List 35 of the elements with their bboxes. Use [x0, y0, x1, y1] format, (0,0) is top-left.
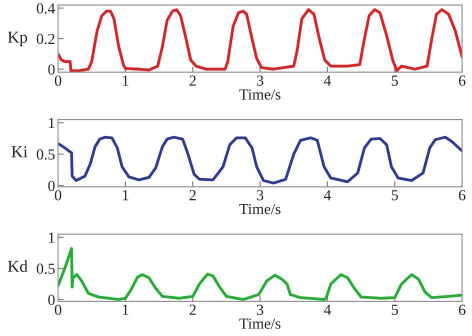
- x-tick-label: 6: [458, 76, 466, 86]
- x-axis-title: Time/s: [239, 318, 280, 329]
- y-axis-title: Kd: [8, 260, 28, 272]
- y-tick-label: 1: [48, 118, 54, 128]
- x-axis-title: Time/s: [239, 89, 280, 100]
- y-tick-label: 0.5: [36, 149, 55, 160]
- x-tick-label: 1: [122, 76, 128, 86]
- x-tick-label: 4: [324, 190, 331, 200]
- y-axis-title: Ki: [12, 146, 28, 158]
- x-tick-label: 5: [392, 304, 398, 315]
- x-tick-label: 6: [458, 304, 466, 315]
- y-tick-label: 0.2: [36, 34, 54, 44]
- x-axis-title: Time/s: [239, 204, 280, 214]
- y-tick-label: 0.5: [36, 264, 55, 274]
- x-tick-label: 2: [190, 190, 196, 200]
- x-tick-label: 1: [122, 190, 128, 200]
- x-tick-label: 5: [392, 76, 398, 86]
- y-tick-label: 1: [48, 232, 54, 243]
- line-series: [58, 8, 462, 72]
- x-tick-label: 1: [122, 304, 128, 315]
- x-tick-label: 3: [256, 304, 264, 315]
- x-tick-label: 6: [458, 190, 466, 200]
- y-tick-label: 0: [48, 64, 55, 75]
- x-tick-label: 2: [190, 76, 196, 86]
- x-tick-label: 2: [190, 304, 196, 315]
- line-series: [58, 136, 462, 184]
- x-tick-label: 4: [324, 304, 331, 315]
- x-tick-label: 3: [256, 190, 264, 200]
- x-tick-label: 5: [392, 190, 398, 200]
- y-axis-title: Kp: [8, 32, 28, 46]
- y-tick-label: 0.4: [36, 3, 56, 14]
- x-tick-label: 3: [256, 76, 264, 86]
- y-tick-label: 0: [48, 180, 55, 192]
- y-tick-label: 0: [48, 294, 55, 305]
- x-tick-label: 4: [324, 76, 331, 86]
